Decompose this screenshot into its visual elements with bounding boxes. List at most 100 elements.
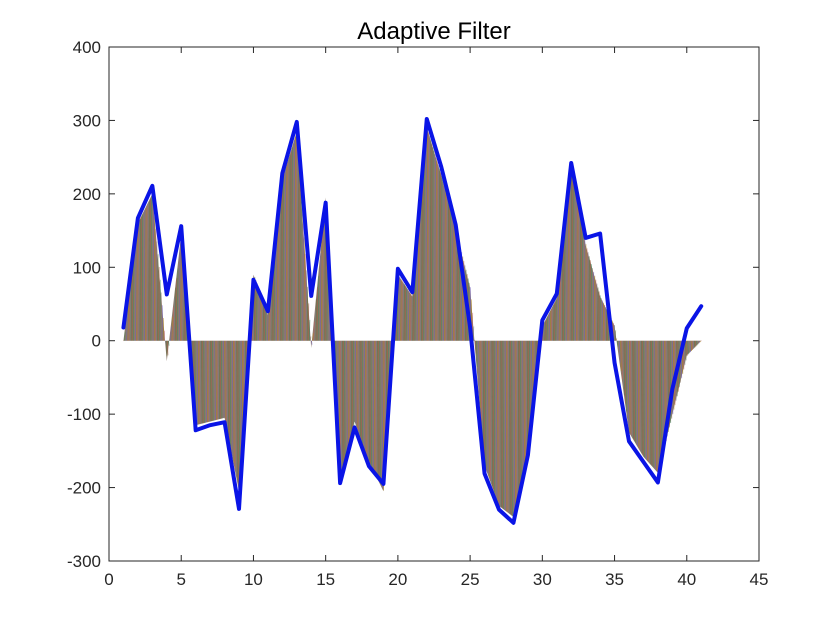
filled-band-stripe (410, 293, 412, 341)
filled-band-stripe (266, 310, 268, 341)
filled-band-stripe (420, 201, 422, 341)
filled-band-stripe (435, 157, 437, 341)
filled-band-stripe (557, 287, 559, 341)
filled-band-stripe (565, 219, 567, 341)
y-tick-label: 100 (73, 258, 101, 277)
filled-band-stripe (319, 252, 322, 341)
filled-band-stripe (626, 340, 629, 420)
filled-band-stripe (306, 286, 309, 341)
filled-band-stripe (339, 340, 342, 477)
filled-band-stripe (415, 253, 417, 341)
filled-band-stripe (304, 253, 306, 341)
filled-band-stripe (482, 340, 485, 449)
filled-band-stripe (160, 292, 162, 341)
filled-band-stripe (656, 340, 658, 472)
filled-band-stripe (640, 340, 642, 452)
filled-band-stripe (444, 188, 446, 341)
filled-band-stripe (220, 340, 223, 419)
x-tick-label: 0 (104, 570, 113, 589)
filled-band-stripe (622, 340, 624, 388)
filled-band-stripe (456, 234, 458, 341)
filled-band-stripe (579, 215, 581, 341)
filled-band-stripe (367, 340, 369, 459)
filled-band-stripe (314, 310, 316, 341)
filled-band-stripe (296, 138, 299, 341)
filled-band-stripe (493, 340, 496, 493)
y-tick-label: 200 (73, 185, 101, 204)
filled-band-stripe (171, 316, 173, 341)
filled-band-stripe (222, 340, 224, 419)
filled-band-stripe (268, 307, 270, 341)
filled-band-stripe (474, 339, 476, 341)
filled-band-stripe (351, 340, 354, 431)
filled-band-stripe (589, 260, 591, 341)
filled-band-stripe (645, 340, 647, 460)
filled-band-stripe (613, 324, 615, 341)
filled-band-stripe (472, 326, 475, 341)
filled-band-stripe (212, 340, 214, 421)
filled-band-stripe (572, 181, 575, 341)
filled-band-stripe (380, 340, 382, 486)
filled-band-stripe (448, 205, 450, 341)
filled-bands (123, 127, 702, 517)
filled-band-stripe (660, 340, 663, 459)
filled-band-stripe (356, 340, 358, 428)
filled-band-stripe (180, 239, 182, 341)
filled-band-stripe (427, 132, 430, 341)
filled-band-stripe (135, 242, 137, 341)
filled-band-stripe (157, 254, 159, 341)
filled-band-stripe (168, 340, 170, 346)
filled-band-stripe (450, 213, 453, 341)
filled-band-stripe (600, 298, 602, 341)
filled-band-stripe (508, 340, 510, 514)
filled-band-stripe (173, 297, 175, 341)
filled-band-stripe (423, 163, 425, 341)
filled-band-stripe (653, 340, 655, 469)
filled-band-stripe (291, 148, 293, 341)
filled-band-stripe (403, 283, 405, 341)
filled-band-stripe (588, 256, 590, 341)
filled-band-stripe (652, 340, 654, 467)
filled-band-stripe (400, 278, 402, 341)
filled-band-stripe (487, 340, 489, 474)
filled-band-stripe (282, 177, 284, 341)
filled-band-stripe (374, 340, 377, 475)
filled-band-stripe (203, 340, 205, 424)
filled-band-stripe (620, 340, 622, 371)
filled-band-stripe (411, 295, 413, 341)
filled-band-stripe (359, 340, 361, 437)
filled-band-stripe (401, 280, 403, 341)
filled-band-stripe (308, 319, 311, 341)
filled-band-stripe (357, 340, 359, 431)
filled-band-stripe (361, 340, 364, 443)
filled-band-stripe (651, 340, 653, 466)
filled-band-stripe (691, 340, 694, 350)
filled-band-stripe (226, 340, 228, 430)
filled-band-stripe (137, 224, 139, 341)
filled-band-stripe (362, 340, 365, 446)
filled-band-stripe (570, 171, 573, 341)
filled-band-stripe (509, 340, 511, 514)
filled-band-stripe (147, 203, 149, 341)
filled-band-stripe (692, 340, 695, 349)
filled-band-stripe (406, 288, 409, 341)
filled-band-stripe (208, 340, 211, 422)
y-tick-label: -300 (67, 552, 101, 571)
filled-band-stripe (489, 340, 491, 481)
filled-band-stripe (219, 340, 222, 419)
x-tick-label: 45 (750, 570, 769, 589)
filled-band-area (123, 127, 702, 517)
filled-band-stripe (550, 308, 553, 341)
filled-band-stripe (596, 283, 598, 341)
filled-band-stripe (577, 204, 579, 341)
filled-band-stripe (445, 192, 447, 341)
filled-band-stripe (280, 194, 282, 341)
filled-band-stripe (575, 192, 577, 341)
filled-band-stripe (422, 176, 424, 341)
filled-band-stripe (302, 220, 304, 341)
filled-band-stripe (142, 212, 145, 341)
filled-band-stripe (200, 340, 202, 424)
filled-band-stripe (207, 340, 210, 422)
filled-band-stripe (479, 340, 481, 408)
filled-band-stripe (286, 162, 289, 341)
